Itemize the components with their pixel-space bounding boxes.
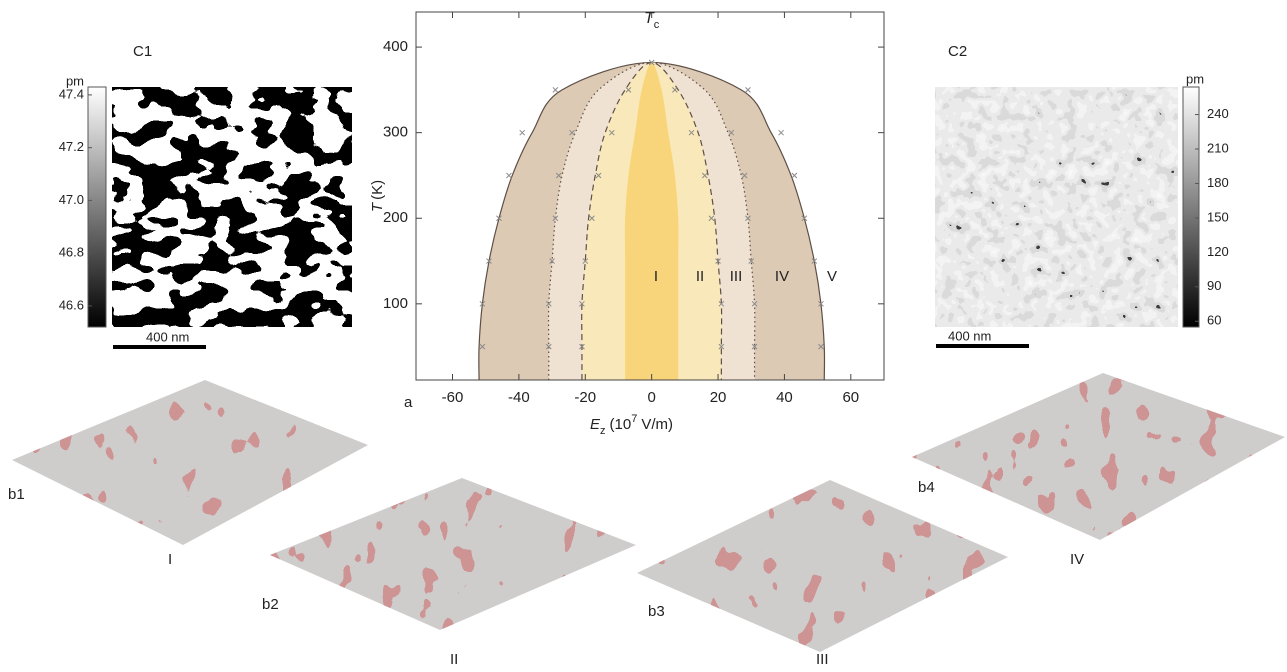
colorbar-tick-label: 46.6 — [59, 297, 84, 312]
phase-label: II — [450, 651, 458, 667]
colorbar-tick-label: 47.2 — [59, 139, 84, 154]
x-tick-label: -60 — [442, 389, 464, 406]
y-axis-label: T(K) — [369, 180, 386, 212]
region-label: V — [827, 268, 837, 285]
phase-label: III — [816, 651, 829, 667]
data-point — [553, 87, 558, 92]
data-point — [792, 173, 797, 178]
tc-label: Tc — [644, 10, 660, 31]
scale-bar-label: 400 nm — [948, 328, 991, 343]
phase-label: IV — [1070, 551, 1084, 568]
colorbar-tick-label: 150 — [1207, 209, 1229, 224]
colorbar-tick-label: 90 — [1207, 278, 1221, 293]
figure: C1 pm 400 nm C2 pm 400 nm b1 I b2 II b3 … — [0, 0, 1287, 667]
data-point — [520, 130, 525, 135]
colorbar — [88, 87, 106, 327]
y-tick-label: 100 — [383, 295, 408, 312]
afm-image — [112, 87, 352, 327]
colorbar-tick-label: 46.8 — [59, 245, 84, 260]
region-label: II — [696, 268, 704, 285]
data-point — [506, 173, 511, 178]
panel-label: b4 — [918, 479, 935, 496]
colorbar-tick-label: 47.4 — [59, 86, 84, 101]
x-tick-label: -20 — [574, 389, 596, 406]
panel-label: b3 — [648, 603, 665, 620]
panel-label: b1 — [8, 486, 25, 503]
colorbar-tick-label: 240 — [1207, 106, 1229, 121]
x-tick-label: 40 — [776, 389, 793, 406]
x-tick-label: 0 — [647, 389, 655, 406]
region-label: IV — [775, 268, 789, 285]
colorbar-tick-label: 120 — [1207, 244, 1229, 259]
data-point — [779, 130, 784, 135]
colorbar-tick-label: 180 — [1207, 175, 1229, 190]
colorbar-tick-label: 47.0 — [59, 192, 84, 207]
afm-image — [935, 87, 1178, 327]
data-point — [745, 87, 750, 92]
colorbar-tick-label: 60 — [1207, 313, 1221, 328]
x-tick-label: 60 — [842, 389, 859, 406]
panel-label: a — [404, 394, 413, 411]
scale-bar-label: 400 nm — [146, 329, 189, 344]
panel-label: C1 — [133, 43, 152, 60]
x-tick-label: -40 — [508, 389, 530, 406]
colorbar-tick-label: 210 — [1207, 140, 1229, 155]
phase-label: I — [168, 551, 172, 568]
colorbar-unit: pm — [1186, 71, 1204, 86]
region-label: I — [654, 268, 658, 285]
colorbar — [1183, 87, 1199, 327]
panel-label: C2 — [948, 43, 967, 60]
panel-label: b2 — [262, 596, 279, 613]
x-tick-label: 20 — [710, 389, 727, 406]
region-label: III — [730, 268, 743, 285]
y-tick-label: 200 — [383, 209, 408, 226]
phase-diagram — [416, 12, 884, 380]
y-tick-label: 300 — [383, 124, 408, 141]
y-tick-label: 400 — [383, 38, 408, 55]
